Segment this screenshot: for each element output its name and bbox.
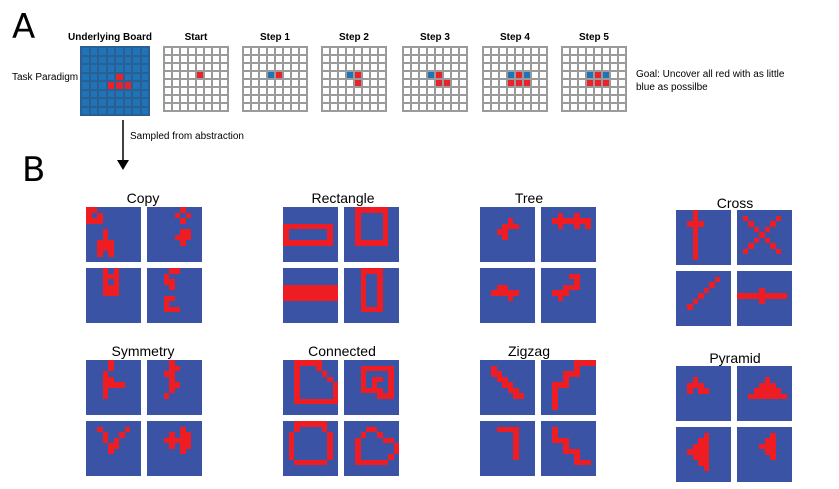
example-board-5-2 bbox=[283, 421, 338, 476]
example-board-5-1 bbox=[344, 360, 399, 415]
example-board-4-0 bbox=[86, 360, 141, 415]
step-board-2 bbox=[321, 46, 387, 112]
example-board-3-3 bbox=[737, 271, 792, 326]
example-board-7-3 bbox=[737, 427, 792, 482]
category-title-0: Copy bbox=[126, 190, 160, 206]
example-board-2-3 bbox=[541, 268, 596, 323]
category-title-3: Cross bbox=[716, 195, 754, 211]
example-board-6-3 bbox=[541, 421, 596, 476]
example-board-0-2 bbox=[86, 268, 141, 323]
step-board-1 bbox=[242, 46, 308, 112]
step-board-3 bbox=[402, 46, 468, 112]
panel-b-letter: B bbox=[22, 150, 46, 190]
step-label-2: Step 2 bbox=[338, 32, 369, 43]
example-board-1-1 bbox=[344, 207, 399, 262]
underlying-board-label: Underlying Board bbox=[68, 32, 152, 43]
example-board-1-2 bbox=[283, 268, 338, 323]
panel-a-letter: A bbox=[12, 7, 36, 47]
goal-text: Goal: Uncover all red with as little blu… bbox=[636, 69, 785, 93]
example-board-7-1 bbox=[737, 366, 792, 421]
example-board-3-1 bbox=[737, 210, 792, 265]
category-title-6: Zigzag bbox=[507, 343, 551, 359]
example-board-3-2 bbox=[676, 271, 731, 326]
example-board-3-0 bbox=[676, 210, 731, 265]
example-board-0-0 bbox=[86, 207, 141, 262]
category-title-4: Symmetry bbox=[111, 343, 175, 359]
step-label-1: Step 1 bbox=[259, 32, 290, 43]
step-label-4: Step 4 bbox=[499, 32, 530, 43]
example-board-5-3 bbox=[344, 421, 399, 476]
example-board-6-1 bbox=[541, 360, 596, 415]
example-board-1-0 bbox=[283, 207, 338, 262]
example-board-2-0 bbox=[480, 207, 535, 262]
step-label-5: Step 5 bbox=[578, 32, 609, 43]
example-board-4-3 bbox=[147, 421, 202, 476]
category-title-2: Tree bbox=[514, 190, 544, 206]
example-board-0-1 bbox=[147, 207, 202, 262]
underlying-board bbox=[80, 46, 150, 116]
example-board-5-0 bbox=[283, 360, 338, 415]
sampled-arrow bbox=[117, 120, 129, 170]
step-board-5 bbox=[561, 46, 627, 112]
step-label-0: Start bbox=[184, 32, 208, 43]
example-board-4-1 bbox=[147, 360, 202, 415]
example-board-6-0 bbox=[480, 360, 535, 415]
example-board-4-2 bbox=[86, 421, 141, 476]
task-paradigm-label: Task Paradigm bbox=[12, 72, 79, 83]
example-board-6-2 bbox=[480, 421, 535, 476]
step-board-0 bbox=[163, 46, 229, 112]
category-title-1: Rectangle bbox=[311, 190, 375, 206]
category-title-5: Connected bbox=[308, 343, 376, 359]
category-title-7: Pyramid bbox=[709, 350, 761, 366]
example-board-1-3 bbox=[344, 268, 399, 323]
sampled-label: Sampled from abstraction bbox=[130, 131, 244, 142]
step-board-4 bbox=[482, 46, 548, 112]
example-board-7-2 bbox=[676, 427, 731, 482]
example-board-2-1 bbox=[541, 207, 596, 262]
example-board-2-2 bbox=[480, 268, 535, 323]
example-board-7-0 bbox=[676, 366, 731, 421]
step-label-3: Step 3 bbox=[419, 32, 450, 43]
example-board-0-3 bbox=[147, 268, 202, 323]
